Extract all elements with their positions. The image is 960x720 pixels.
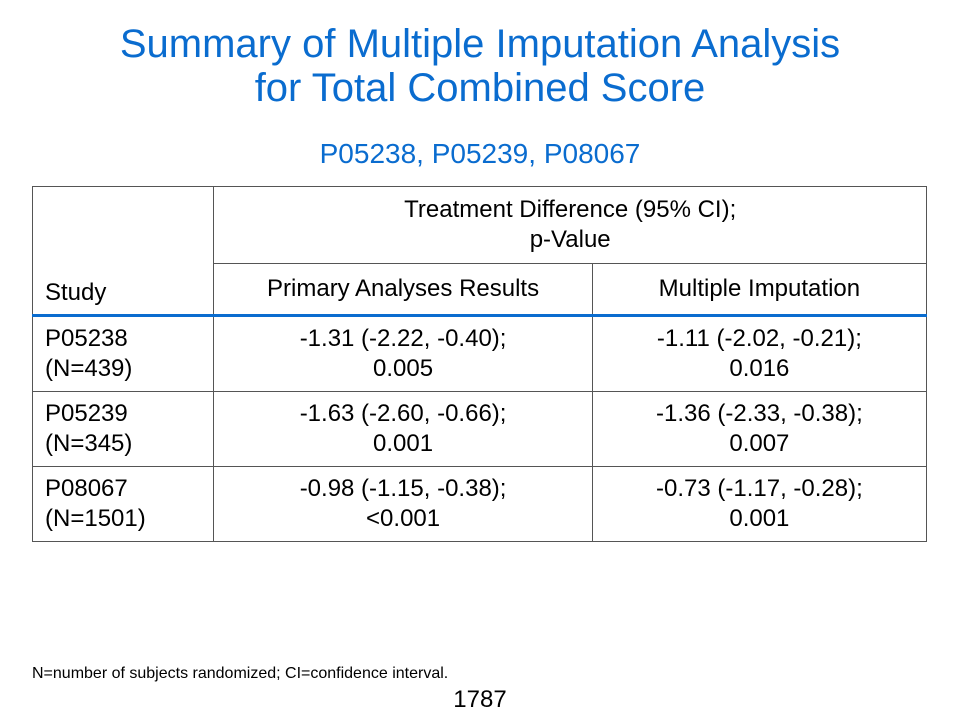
mi-p-value: 0.007 <box>729 430 790 457</box>
table-row: P05238 (N=439) -1.31 (-2.22, -0.40); 0.0… <box>31 315 928 392</box>
study-id: P08067 <box>45 475 128 502</box>
primary-result-cell: -0.98 (-1.15, -0.38); <0.001 <box>213 466 593 542</box>
mi-ci: -1.11 (-2.02, -0.21); <box>656 325 862 352</box>
mi-result-cell: -1.11 (-2.02, -0.21); 0.016 <box>591 315 928 392</box>
study-id: P05238 <box>45 325 128 352</box>
mi-p-value: 0.016 <box>729 355 790 382</box>
mi-ci: -0.73 (-1.17, -0.28); <box>656 475 863 502</box>
page-number: 1787 <box>453 686 507 713</box>
header-primary-analyses: Primary Analyses Results <box>213 263 593 317</box>
header-multiple-imputation: Multiple Imputation <box>591 263 928 317</box>
study-n: (N=439) <box>45 355 133 382</box>
study-cell: P05238 (N=439) <box>31 315 215 392</box>
slide-title-line-2: for Total Combined Score <box>254 66 706 110</box>
table-header-row-1: Study Treatment Difference (95% CI); p-V… <box>31 186 927 317</box>
study-n: (N=345) <box>45 430 133 457</box>
primary-result-cell: -1.31 (-2.22, -0.40); 0.005 <box>213 315 593 392</box>
study-cell: P08067 (N=1501) <box>31 466 215 542</box>
primary-result-cell: -1.63 (-2.60, -0.66); 0.001 <box>213 391 593 467</box>
primary-ci: -1.31 (-2.22, -0.40); <box>299 325 507 352</box>
primary-ci: -0.98 (-1.15, -0.38); <box>299 475 507 502</box>
table-row: P05239 (N=345) -1.63 (-2.60, -0.66); 0.0… <box>31 391 928 467</box>
primary-p-value: <0.001 <box>366 505 441 532</box>
primary-ci: -1.63 (-2.60, -0.66); <box>299 400 507 427</box>
slide-subtitle: P05238, P05239, P08067 <box>319 138 641 169</box>
mi-result-cell: -0.73 (-1.17, -0.28); 0.001 <box>591 466 928 542</box>
primary-p-value: 0.001 <box>373 430 434 457</box>
study-n: (N=1501) <box>45 505 146 532</box>
mi-ci: -1.36 (-2.33, -0.38); <box>656 400 863 427</box>
study-id: P05239 <box>45 400 128 427</box>
results-table: Study Treatment Difference (95% CI); p-V… <box>31 186 928 542</box>
table-row: P08067 (N=1501) -0.98 (-1.15, -0.38); <0… <box>31 466 928 542</box>
primary-p-value: 0.005 <box>373 355 434 382</box>
slide-title: Summary of Multiple Imputation Analysis … <box>0 22 960 110</box>
header-treatment-difference-line-1: Treatment Difference (95% CI); <box>404 196 737 223</box>
study-cell: P05239 (N=345) <box>31 391 215 467</box>
header-treatment-difference-line-2: p-Value <box>529 226 611 253</box>
mi-result-cell: -1.36 (-2.33, -0.38); 0.007 <box>591 391 928 467</box>
header-study: Study <box>31 186 215 317</box>
mi-p-value: 0.001 <box>729 505 790 532</box>
table-header-row-2: Primary Analyses Results Multiple Imputa… <box>33 263 928 317</box>
footnote: N=number of subjects randomized; CI=conf… <box>32 665 449 682</box>
header-treatment-difference: Treatment Difference (95% CI); p-Value <box>213 186 927 264</box>
slide-title-line-1: Summary of Multiple Imputation Analysis <box>119 22 841 66</box>
